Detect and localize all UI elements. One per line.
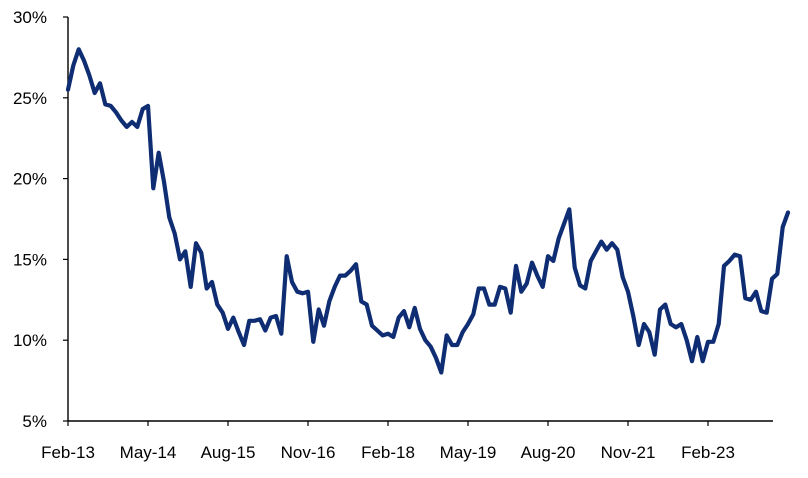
y-tick-label: 5% [22,412,47,431]
x-tick-label: Nov-21 [601,443,656,462]
x-tick-label: Feb-13 [41,443,95,462]
series-line [65,47,791,375]
x-tick-label: Nov-16 [281,443,336,462]
y-tick-label: 30% [13,8,47,27]
tick-labels: 5% 10% 15% 20% 25% 30% Feb-13 May-14 Aug-15 Nov-1… [13,8,735,462]
y-tick-label: 10% [13,331,47,350]
x-tick-label: Aug-15 [201,443,256,462]
x-tick-label: Aug-20 [521,443,576,462]
y-tick-label: 25% [13,89,47,108]
y-tick-label: 20% [13,170,47,189]
y-tick-label: 15% [13,250,47,269]
x-tick-label: Feb-23 [681,443,735,462]
x-tick-label: Feb-18 [361,443,415,462]
x-tick-label: May-19 [440,443,497,462]
x-tick-label: May-14 [120,443,177,462]
series-lines [65,47,791,375]
